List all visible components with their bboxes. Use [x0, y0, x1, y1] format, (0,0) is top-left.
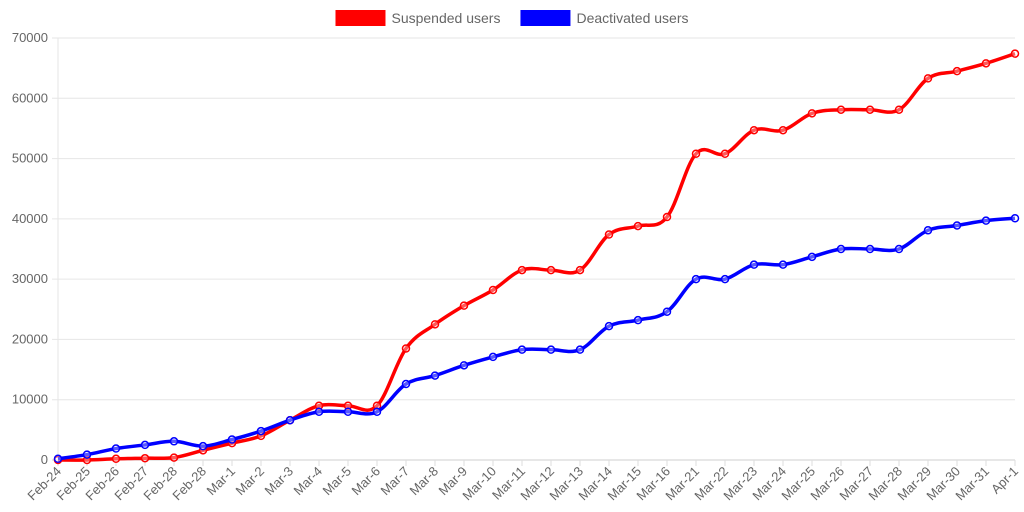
data-point[interactable] [778, 260, 788, 269]
data-point[interactable] [459, 361, 469, 370]
x-tick-label: Mar-1 [204, 464, 239, 499]
legend[interactable]: Suspended users Deactivated users [335, 10, 689, 26]
y-axis: 0 10000 20000 30000 40000 50000 60000 70000 [12, 30, 48, 467]
data-point[interactable] [430, 371, 440, 380]
data-point[interactable] [894, 244, 904, 254]
data-point[interactable] [836, 105, 846, 114]
x-tick-label: Mar-6 [349, 464, 384, 499]
y-tick-label: 10000 [12, 392, 48, 407]
y-tick-label: 0 [41, 452, 48, 467]
legend-label: Deactivated users [576, 10, 688, 26]
data-point[interactable] [691, 274, 701, 284]
data-point[interactable] [691, 149, 701, 158]
legend-swatch [335, 10, 386, 26]
data-point[interactable] [952, 221, 962, 230]
data-point[interactable] [575, 265, 585, 275]
y-tick-label: 70000 [12, 30, 48, 45]
data-point[interactable] [285, 415, 295, 425]
data-point[interactable] [807, 109, 817, 118]
y-tick-label: 40000 [12, 211, 48, 226]
data-point[interactable] [140, 440, 150, 450]
data-point[interactable] [372, 401, 382, 410]
data-point[interactable] [720, 274, 730, 284]
y-tick-label: 20000 [12, 331, 48, 346]
legend-item[interactable]: Deactivated users [520, 10, 689, 26]
data-point[interactable] [662, 307, 672, 316]
data-point[interactable] [227, 435, 237, 444]
series-line [57, 216, 1016, 461]
x-tick-label: Mar-5 [320, 464, 355, 499]
data-point[interactable] [488, 285, 498, 295]
data-point[interactable] [343, 407, 353, 417]
data-point[interactable] [169, 453, 179, 462]
x-tick-label: Mar-8 [407, 464, 442, 499]
data-point[interactable] [952, 66, 962, 76]
x-tick-label: Mar-3 [262, 464, 297, 499]
data-point[interactable] [1010, 214, 1020, 223]
series-suspended-users [53, 49, 1020, 465]
data-point[interactable] [894, 105, 904, 114]
data-point[interactable] [865, 244, 875, 254]
series-lines [53, 49, 1020, 465]
data-point[interactable] [981, 216, 991, 225]
x-tick-label: Apr-1 [988, 464, 1021, 497]
data-point[interactable] [546, 345, 556, 354]
x-axis: Feb-24Feb-25Feb-26Feb-27Feb-28Feb-28Mar-… [24, 460, 1021, 503]
y-tick-label: 50000 [12, 151, 48, 166]
data-point[interactable] [836, 244, 846, 254]
data-point[interactable] [749, 125, 759, 135]
data-point[interactable] [517, 265, 527, 275]
data-point[interactable] [343, 401, 353, 410]
data-point[interactable] [111, 454, 121, 464]
data-point[interactable] [604, 230, 614, 239]
data-point[interactable] [1010, 49, 1020, 58]
data-point[interactable] [314, 407, 324, 417]
data-point[interactable] [720, 149, 730, 158]
legend-item[interactable]: Suspended users [335, 10, 500, 26]
legend-label: Suspended users [391, 10, 500, 26]
data-point[interactable] [604, 321, 614, 331]
data-point[interactable] [169, 437, 179, 446]
grid-lines [52, 37, 1015, 461]
data-point[interactable] [517, 345, 527, 354]
x-tick-label: Mar-4 [291, 464, 326, 499]
data-point[interactable] [749, 260, 759, 269]
data-point[interactable] [633, 221, 643, 231]
y-tick-label: 60000 [12, 90, 48, 105]
data-point[interactable] [923, 226, 933, 235]
data-point[interactable] [82, 450, 92, 459]
data-point[interactable] [140, 453, 150, 463]
data-point[interactable] [807, 252, 817, 262]
data-point[interactable] [53, 454, 63, 464]
x-tick-label: Mar-7 [378, 464, 413, 499]
data-point[interactable] [778, 125, 788, 135]
data-point[interactable] [662, 212, 672, 222]
data-point[interactable] [372, 407, 382, 417]
data-point[interactable] [256, 426, 266, 436]
legend-swatch [520, 10, 571, 26]
data-point[interactable] [865, 105, 875, 114]
data-point[interactable] [111, 444, 121, 453]
data-point[interactable] [923, 74, 933, 83]
series-deactivated-users [53, 214, 1020, 464]
data-point[interactable] [488, 352, 498, 362]
series-line [57, 52, 1016, 462]
data-point[interactable] [430, 320, 440, 329]
x-tick-label: Mar-2 [233, 464, 268, 499]
data-point[interactable] [314, 401, 324, 410]
data-point[interactable] [633, 315, 643, 325]
y-tick-label: 30000 [12, 271, 48, 286]
data-point[interactable] [459, 301, 469, 310]
data-point[interactable] [401, 379, 411, 389]
data-point[interactable] [546, 265, 556, 275]
data-point[interactable] [198, 441, 208, 451]
data-point[interactable] [575, 345, 585, 354]
data-point[interactable] [401, 344, 411, 353]
data-point[interactable] [981, 59, 991, 68]
